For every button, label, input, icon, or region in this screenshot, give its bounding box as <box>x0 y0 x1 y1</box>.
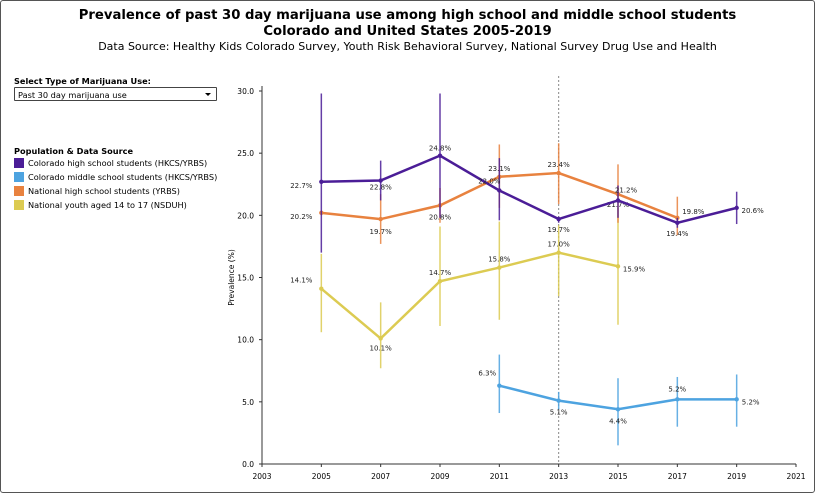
legend-label: National high school students (YRBS) <box>28 186 180 196</box>
data-label: 24.8% <box>429 145 452 153</box>
legend-label: Colorado high school students (HKCS/YRBS… <box>28 158 208 168</box>
data-label: 20.6% <box>742 207 765 215</box>
data-point <box>556 398 561 403</box>
series-line <box>321 154 737 225</box>
legend-item[interactable]: Colorado high school students (HKCS/YRBS… <box>14 157 207 169</box>
data-label: 19.4% <box>666 230 689 238</box>
data-point <box>615 407 621 412</box>
legend-swatch <box>14 200 24 210</box>
data-label: 22.0% <box>478 177 501 185</box>
legend-item[interactable]: National youth aged 14 to 17 (NSDUH) <box>14 199 187 211</box>
data-label: 22.7% <box>290 182 313 190</box>
series-0: 22.7% 22.8% 24.8% 22.0% 19.7% 21.2% 19.4% 20.6% <box>290 93 765 253</box>
data-label: 5.1% <box>550 409 568 417</box>
series-2: 20.2%19.7%20.8%23.1%23.4%21.7%19.8% <box>290 143 705 244</box>
data-point <box>615 264 621 269</box>
data-label: 6.3% <box>478 370 496 378</box>
dropdown-arrow-icon <box>205 93 211 96</box>
data-point <box>675 397 680 402</box>
data-point <box>497 383 502 388</box>
data-point <box>556 170 561 176</box>
legend-item[interactable]: Colorado middle school students (HKCS/YR… <box>14 171 217 183</box>
data-label: 10.1% <box>370 344 393 352</box>
x-tick-label: 2007 <box>371 472 390 481</box>
data-label: 15.8% <box>488 256 511 264</box>
y-tick-label: 30.0 <box>237 87 254 96</box>
data-point <box>319 286 324 291</box>
data-label: 15.9% <box>623 265 646 273</box>
legend-label: Colorado middle school students (HKCS/YR… <box>28 172 218 182</box>
series-1: 6.3% 5.1% 4.4% 5.2% 5.2% <box>478 354 760 446</box>
select-type-label: Select Type of Marijuana Use: <box>14 76 151 86</box>
data-point <box>437 279 443 284</box>
y-tick-label: 20.0 <box>237 211 254 220</box>
data-label: 19.7% <box>548 226 571 234</box>
data-label: 14.7% <box>429 269 452 277</box>
select-value: Past 30 day marijuana use <box>18 90 127 100</box>
axes: 0.0 5.0 10.0 15.0 20.0 25.0 30.0 2003 2005 2007 20… <box>227 76 806 481</box>
data-point <box>378 178 383 183</box>
y-tick-label: 5.0 <box>242 398 254 407</box>
x-tick-label: 2015 <box>608 472 627 481</box>
legend-swatch <box>14 186 24 196</box>
data-point <box>319 179 324 184</box>
x-tick-label: 2011 <box>490 472 509 481</box>
data-label: 4.4% <box>609 417 627 425</box>
chart-title: Prevalence of past 30 day marijuana use … <box>78 8 737 23</box>
data-point <box>734 205 739 211</box>
x-tick-label: 2009 <box>430 472 449 481</box>
data-point <box>734 397 739 402</box>
y-tick-label: 0.0 <box>242 460 254 469</box>
x-tick-label: 2019 <box>727 472 746 481</box>
chart-marks: 14.1% 10.1% 14.7% 15.8% 17.0% 15.9% 20.2% 19.7%… <box>290 93 765 446</box>
data-label: 23.4% <box>548 161 571 169</box>
data-label: 5.2% <box>668 385 686 393</box>
data-point <box>497 188 502 193</box>
y-axis-label: Prevalence (%) <box>227 249 236 306</box>
y-tick-label: 25.0 <box>237 149 254 158</box>
data-point <box>437 153 443 158</box>
x-tick-label: 2003 <box>252 472 271 481</box>
marijuana-use-select[interactable]: Past 30 day marijuana use <box>14 87 217 101</box>
data-label: 19.7% <box>370 228 393 236</box>
data-label: 5.2% <box>742 398 760 406</box>
data-label: 17.0% <box>548 241 571 249</box>
data-point <box>378 216 383 222</box>
x-tick-label: 2017 <box>668 472 687 481</box>
series-3: 14.1% 10.1% 14.7% 15.8% 17.0% 15.9% <box>290 207 646 369</box>
data-label: 21.2% <box>615 186 638 194</box>
data-point <box>378 336 383 341</box>
y-tick-label: 15.0 <box>237 274 254 283</box>
legend-label: National youth aged 14 to 17 (NSDUH) <box>28 200 187 210</box>
data-label: 20.2% <box>290 213 313 221</box>
data-point <box>675 220 680 225</box>
legend-item[interactable]: National high school students (YRBS) <box>14 185 180 197</box>
x-tick-label: 2005 <box>312 472 331 481</box>
x-tick-label: 2013 <box>549 472 568 481</box>
data-point <box>556 216 561 222</box>
x-tick-label: 2021 <box>786 472 805 481</box>
data-point <box>556 250 561 255</box>
legend-swatch <box>14 172 24 182</box>
data-point <box>615 198 621 203</box>
data-label: 19.8% <box>682 208 705 216</box>
y-tick-label: 10.0 <box>237 336 254 345</box>
data-label: 22.8% <box>370 184 393 192</box>
data-label: 14.1% <box>290 277 313 285</box>
series-line <box>320 251 619 341</box>
chart-subtitle: Data Source: Healthy Kids Colorado Surve… <box>98 40 717 53</box>
legend-swatch <box>14 158 24 168</box>
chart-title-line2: Colorado and United States 2005-2019 <box>263 24 552 39</box>
data-point <box>497 265 502 270</box>
legend-title: Population & Data Source <box>14 146 134 156</box>
